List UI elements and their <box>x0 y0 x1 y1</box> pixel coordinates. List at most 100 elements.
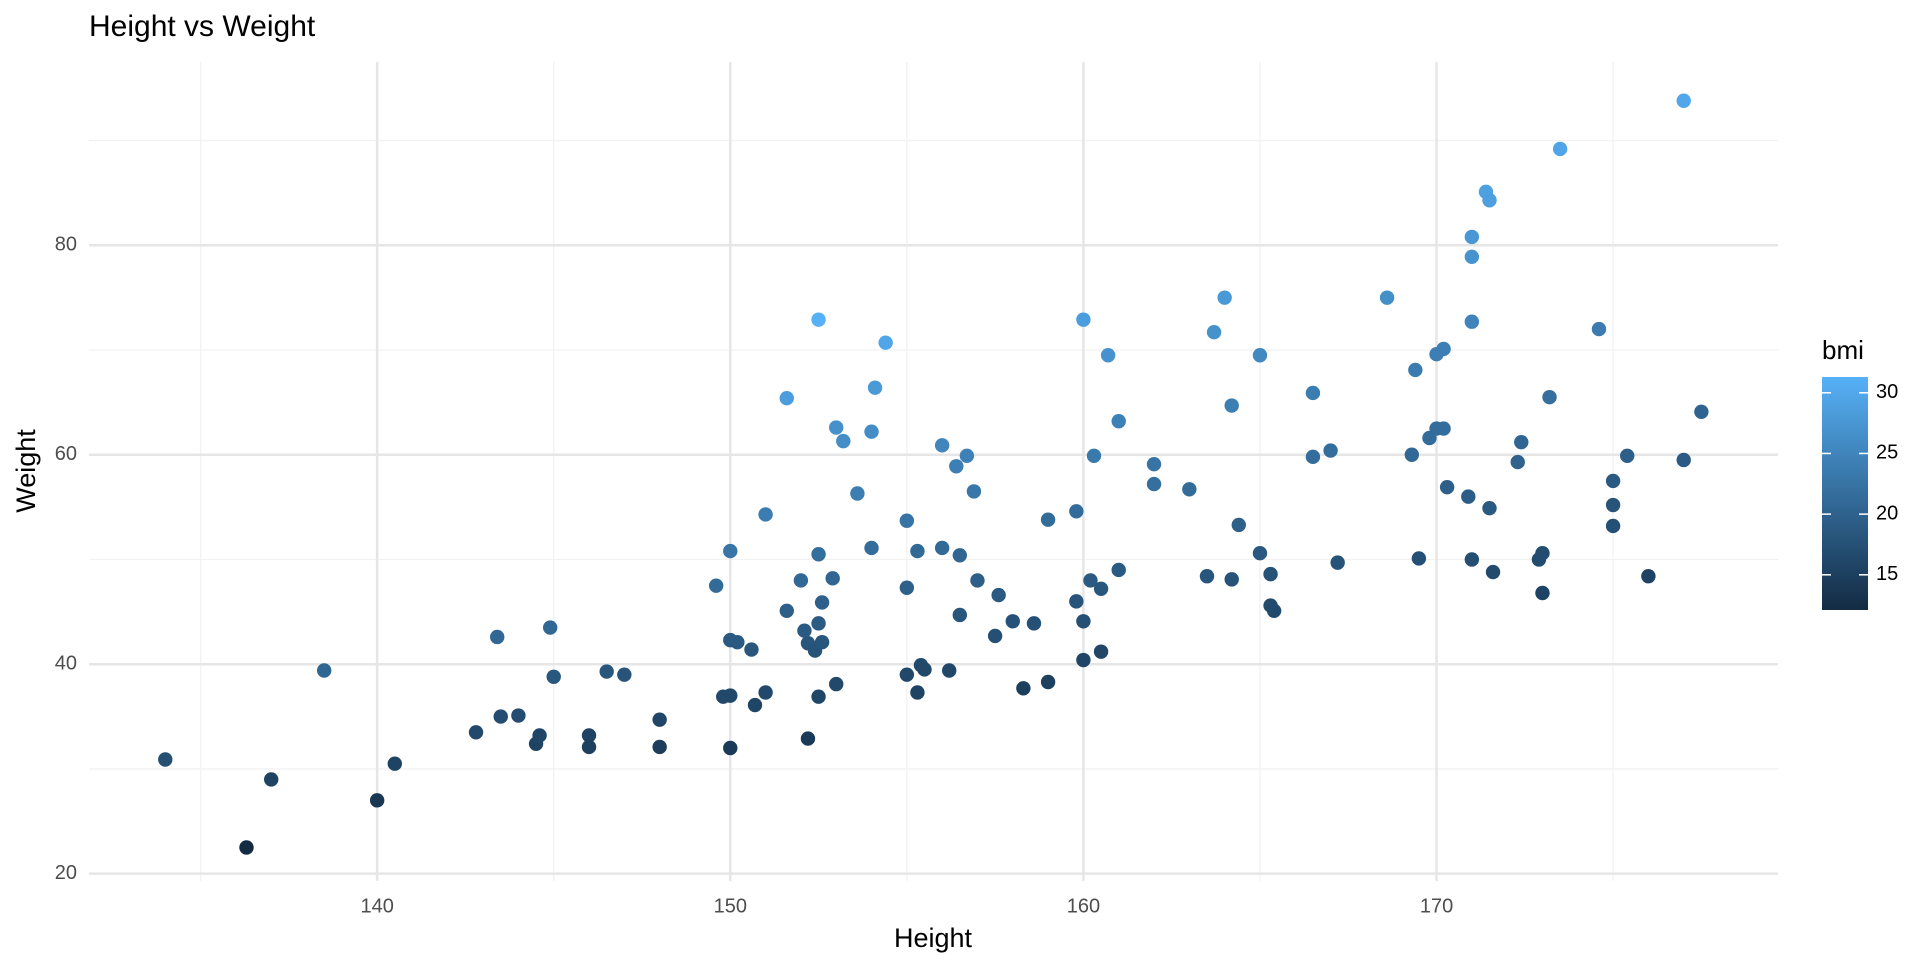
point <box>917 662 932 677</box>
point <box>1379 290 1395 305</box>
point <box>1305 385 1321 401</box>
point <box>1086 448 1102 463</box>
point <box>652 712 667 727</box>
point <box>1436 341 1451 357</box>
point <box>542 620 558 635</box>
point <box>867 380 883 395</box>
point <box>1482 193 1497 208</box>
x-tick-label: 150 <box>714 895 747 917</box>
point <box>825 571 840 586</box>
point <box>811 547 826 562</box>
point <box>1005 614 1020 629</box>
point <box>864 540 879 556</box>
point <box>1676 452 1691 468</box>
point <box>1252 348 1268 363</box>
point <box>708 578 724 593</box>
point <box>1083 573 1098 588</box>
point <box>1069 504 1084 519</box>
point <box>1266 603 1282 618</box>
point <box>910 543 925 559</box>
point <box>1217 290 1232 305</box>
point <box>1535 585 1550 601</box>
point <box>1542 389 1557 405</box>
legend-tick-label: 25 <box>1876 442 1898 464</box>
point <box>758 685 773 700</box>
point <box>387 756 403 771</box>
point <box>581 728 597 743</box>
point <box>1026 616 1042 631</box>
point <box>829 676 844 692</box>
point <box>1464 552 1480 567</box>
point <box>934 438 950 453</box>
point <box>952 548 968 563</box>
point <box>829 420 844 435</box>
point <box>779 603 794 618</box>
point <box>942 663 957 678</box>
point <box>864 424 879 439</box>
point <box>730 635 745 650</box>
point <box>1514 434 1529 450</box>
point <box>1605 497 1621 513</box>
legend-tick-label: 30 <box>1876 381 1898 403</box>
point <box>1552 141 1568 157</box>
point <box>1605 518 1621 534</box>
point <box>1069 594 1084 609</box>
point <box>158 752 173 767</box>
point <box>1224 572 1239 587</box>
point <box>1199 569 1215 584</box>
point <box>1464 249 1480 265</box>
point <box>758 507 773 522</box>
point <box>797 623 812 638</box>
point <box>1040 512 1056 527</box>
legend-tick-label: 20 <box>1876 502 1898 524</box>
point <box>987 628 1003 644</box>
point <box>1439 480 1455 495</box>
point <box>899 580 915 595</box>
point <box>811 616 826 631</box>
point <box>793 573 809 588</box>
point <box>652 739 667 755</box>
point <box>1016 681 1031 696</box>
point <box>1461 489 1476 504</box>
point <box>1591 321 1607 337</box>
point <box>1408 362 1423 378</box>
point <box>1464 229 1480 245</box>
point <box>1464 314 1480 329</box>
point <box>1482 500 1497 516</box>
point <box>1100 348 1116 363</box>
point <box>1404 447 1420 462</box>
point <box>779 390 794 406</box>
point <box>814 635 830 650</box>
point <box>1510 454 1525 470</box>
point <box>1146 476 1162 492</box>
y-axis-title: Weight <box>11 429 41 513</box>
point <box>1093 581 1109 596</box>
point <box>581 739 597 755</box>
point <box>1146 456 1162 472</box>
point <box>1076 614 1091 629</box>
point <box>1111 414 1126 429</box>
point <box>1040 674 1056 690</box>
x-tick-label: 170 <box>1420 895 1453 917</box>
point <box>814 595 830 610</box>
legend-tick-label: 15 <box>1876 563 1898 585</box>
point <box>1411 551 1427 566</box>
point <box>1330 555 1345 570</box>
point <box>747 697 763 713</box>
point <box>1485 564 1501 580</box>
point <box>899 513 915 528</box>
point <box>1641 569 1656 584</box>
point <box>1076 652 1091 668</box>
x-axis-title: Height <box>894 923 973 953</box>
point <box>490 629 505 645</box>
chart-title: Height vs Weight <box>89 10 316 43</box>
point <box>599 664 614 679</box>
point <box>836 433 851 449</box>
point <box>850 486 865 501</box>
point <box>1323 443 1338 458</box>
point <box>1676 93 1691 108</box>
point <box>468 725 484 740</box>
point <box>239 840 254 855</box>
colorbar <box>1822 377 1868 610</box>
point <box>1305 449 1321 465</box>
